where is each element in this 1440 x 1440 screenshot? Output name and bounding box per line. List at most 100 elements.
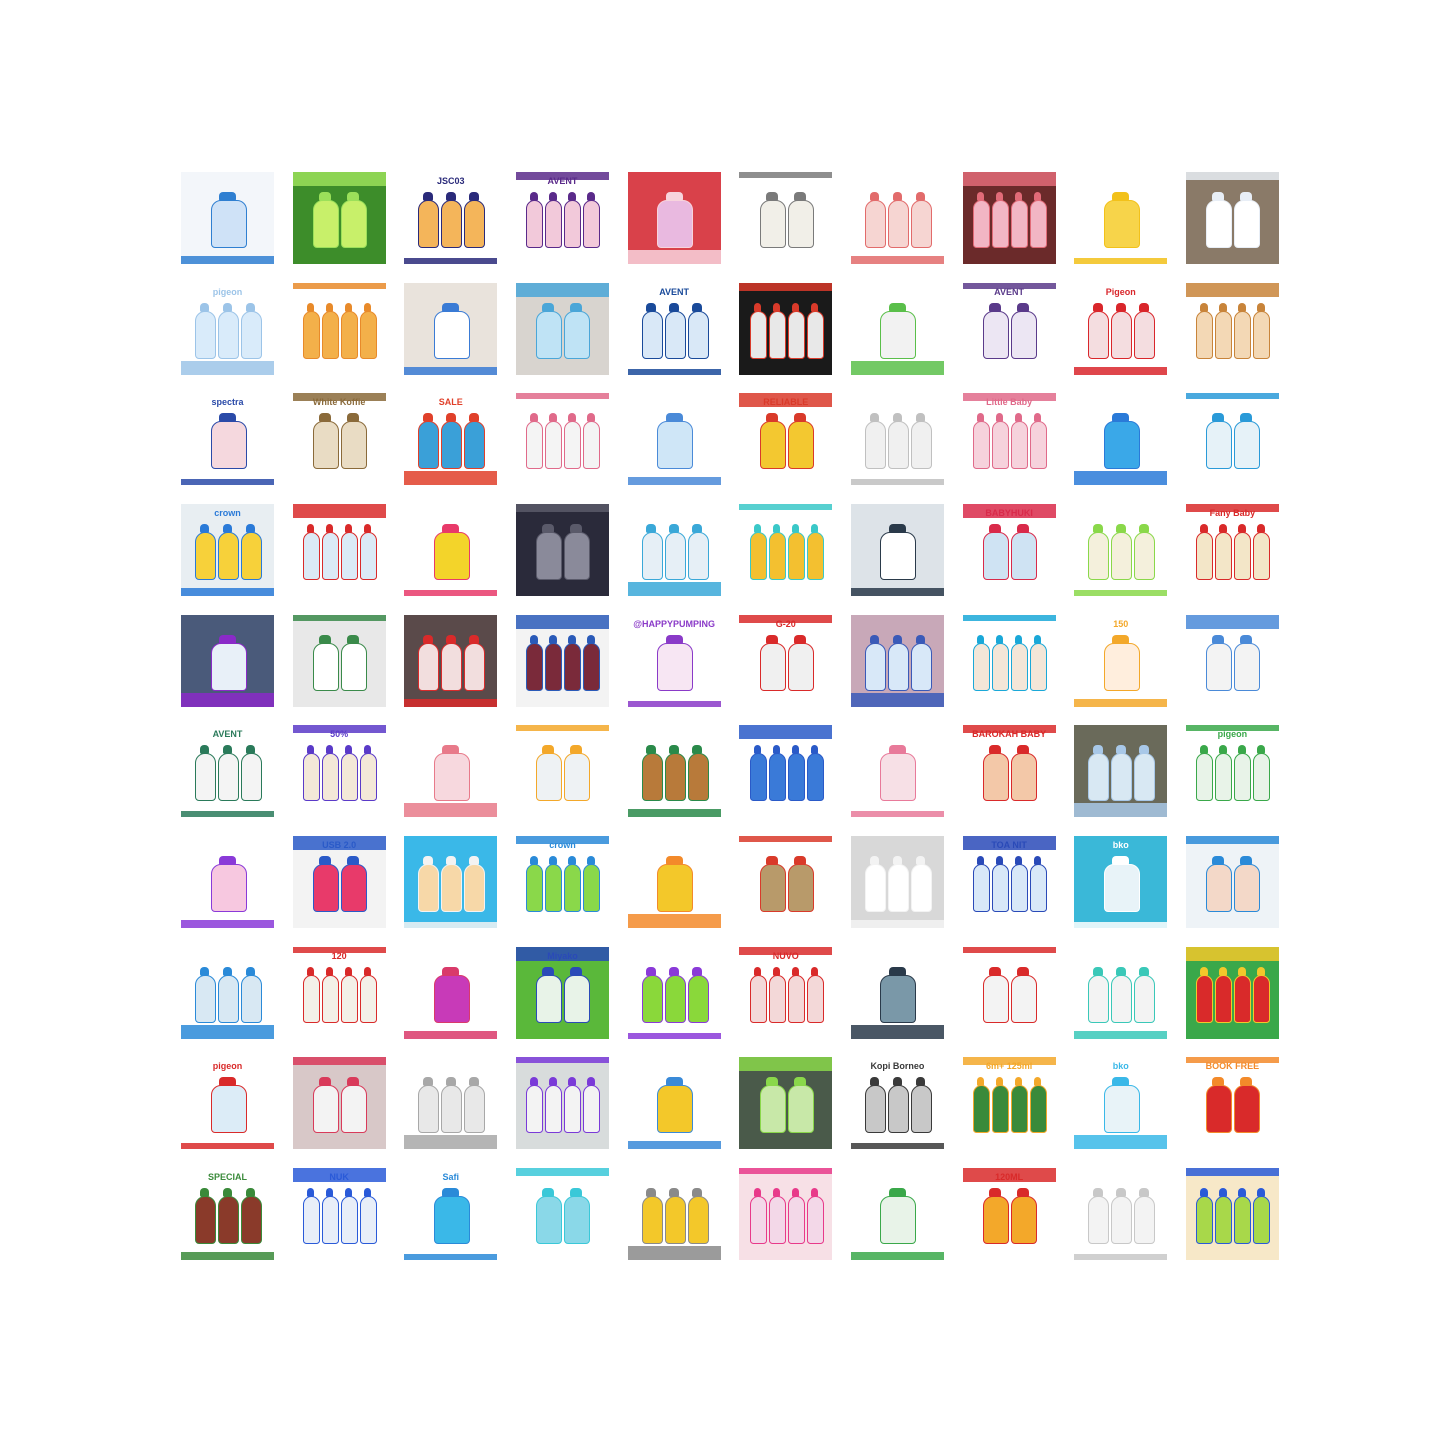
- product-thumbnail[interactable]: [739, 725, 833, 818]
- product-thumbnail[interactable]: [1185, 282, 1279, 375]
- product-thumbnail[interactable]: [515, 614, 609, 707]
- product-thumbnail[interactable]: [181, 946, 274, 1039]
- product-thumbnail[interactable]: Kopi Borneo: [850, 1057, 944, 1150]
- product-thumbnail[interactable]: [850, 614, 944, 707]
- product-thumbnail[interactable]: [850, 725, 944, 818]
- product-thumbnail[interactable]: [292, 614, 386, 707]
- product-thumbnail[interactable]: [739, 282, 833, 375]
- product-thumbnail[interactable]: Fany Baby: [1185, 503, 1279, 596]
- product-thumbnail[interactable]: @HAPPYPUMPING: [627, 614, 721, 707]
- product-thumbnail[interactable]: [515, 725, 609, 818]
- product-thumbnail[interactable]: [739, 1167, 833, 1260]
- product-thumbnail[interactable]: pigeon: [181, 282, 274, 375]
- product-thumbnail[interactable]: 120: [292, 946, 386, 1039]
- product-thumbnail[interactable]: [292, 1057, 386, 1150]
- product-thumbnail[interactable]: [850, 1167, 944, 1260]
- product-thumbnail[interactable]: [1074, 503, 1168, 596]
- product-thumbnail[interactable]: crown: [181, 503, 274, 596]
- product-thumbnail[interactable]: [404, 946, 498, 1039]
- product-thumbnail[interactable]: BABYHUKI: [962, 503, 1056, 596]
- product-thumbnail[interactable]: [181, 835, 274, 928]
- product-thumbnail[interactable]: [515, 282, 609, 375]
- product-thumbnail[interactable]: [739, 503, 833, 596]
- product-thumbnail[interactable]: [292, 282, 386, 375]
- product-thumbnail[interactable]: 6m+ 125ml: [962, 1057, 1056, 1150]
- product-thumbnail[interactable]: 150: [1074, 614, 1168, 707]
- product-thumbnail[interactable]: [850, 835, 944, 928]
- product-thumbnail[interactable]: pigeon: [181, 1057, 274, 1150]
- product-thumbnail[interactable]: AVENT: [181, 725, 274, 818]
- product-thumbnail[interactable]: [627, 172, 721, 264]
- product-thumbnail[interactable]: [962, 946, 1056, 1039]
- product-thumbnail[interactable]: AVENT: [962, 282, 1056, 375]
- product-thumbnail[interactable]: [739, 835, 833, 928]
- product-thumbnail[interactable]: [1185, 1167, 1279, 1260]
- product-thumbnail[interactable]: bko: [1074, 1057, 1168, 1150]
- product-thumbnail[interactable]: [1074, 725, 1168, 818]
- product-thumbnail[interactable]: G-20: [739, 614, 833, 707]
- product-thumbnail[interactable]: [850, 172, 944, 264]
- product-thumbnail[interactable]: [850, 946, 944, 1039]
- product-thumbnail[interactable]: White Koffie: [292, 393, 386, 486]
- product-thumbnail[interactable]: [739, 1057, 833, 1150]
- product-thumbnail[interactable]: [181, 614, 274, 707]
- product-thumbnail[interactable]: crown: [515, 835, 609, 928]
- product-thumbnail[interactable]: BAROKAH BABY: [962, 725, 1056, 818]
- product-thumbnail[interactable]: [1185, 172, 1279, 264]
- product-thumbnail[interactable]: [515, 1057, 609, 1150]
- product-thumbnail[interactable]: AVENT: [627, 282, 721, 375]
- product-thumbnail[interactable]: [292, 503, 386, 596]
- product-thumbnail[interactable]: [627, 946, 721, 1039]
- product-thumbnail[interactable]: [292, 172, 386, 264]
- product-thumbnail[interactable]: USB 2.0: [292, 835, 386, 928]
- product-thumbnail[interactable]: [850, 393, 944, 486]
- product-thumbnail[interactable]: [850, 503, 944, 596]
- product-thumbnail[interactable]: Miyako: [515, 946, 609, 1039]
- product-thumbnail[interactable]: [1074, 393, 1168, 486]
- product-thumbnail[interactable]: BOOK FREE: [1185, 1057, 1279, 1150]
- product-thumbnail[interactable]: TOA NIT: [962, 835, 1056, 928]
- product-thumbnail[interactable]: [627, 393, 721, 486]
- product-thumbnail[interactable]: Pigeon: [1074, 282, 1168, 375]
- product-thumbnail[interactable]: [1074, 1167, 1168, 1260]
- product-thumbnail[interactable]: [1074, 946, 1168, 1039]
- product-thumbnail[interactable]: [1185, 835, 1279, 928]
- product-thumbnail[interactable]: RELIABLE: [739, 393, 833, 486]
- product-thumbnail[interactable]: [404, 282, 498, 375]
- product-thumbnail[interactable]: [404, 1057, 498, 1150]
- product-thumbnail[interactable]: 120ML: [962, 1167, 1056, 1260]
- product-thumbnail[interactable]: [1185, 614, 1279, 707]
- product-thumbnail[interactable]: [181, 172, 274, 264]
- product-thumbnail[interactable]: [627, 725, 721, 818]
- product-thumbnail[interactable]: [627, 1057, 721, 1150]
- product-thumbnail[interactable]: [515, 1167, 609, 1260]
- product-thumbnail[interactable]: [1074, 172, 1168, 264]
- product-thumbnail[interactable]: [404, 835, 498, 928]
- product-thumbnail[interactable]: [739, 172, 833, 264]
- product-thumbnail[interactable]: [515, 503, 609, 596]
- product-thumbnail[interactable]: [404, 725, 498, 818]
- product-thumbnail[interactable]: [1185, 393, 1279, 486]
- product-thumbnail[interactable]: pigeon: [1185, 725, 1279, 818]
- product-thumbnail[interactable]: [962, 172, 1056, 264]
- product-thumbnail[interactable]: JSC03: [404, 172, 498, 264]
- product-thumbnail[interactable]: [404, 614, 498, 707]
- product-thumbnail[interactable]: [1185, 946, 1279, 1039]
- product-thumbnail[interactable]: AVENT: [515, 172, 609, 264]
- product-thumbnail[interactable]: bko: [1074, 835, 1168, 928]
- product-thumbnail[interactable]: spectra: [181, 393, 274, 486]
- product-thumbnail[interactable]: Safi: [404, 1167, 498, 1260]
- product-thumbnail[interactable]: Little Baby: [962, 393, 1056, 486]
- product-thumbnail[interactable]: [627, 503, 721, 596]
- product-thumbnail[interactable]: [515, 393, 609, 486]
- product-thumbnail[interactable]: [627, 1167, 721, 1260]
- product-thumbnail[interactable]: SPECIAL: [181, 1167, 274, 1260]
- product-thumbnail[interactable]: NUVO: [739, 946, 833, 1039]
- product-thumbnail[interactable]: 50%: [292, 725, 386, 818]
- product-thumbnail[interactable]: [850, 282, 944, 375]
- product-thumbnail[interactable]: [962, 614, 1056, 707]
- product-thumbnail[interactable]: SALE: [404, 393, 498, 486]
- product-thumbnail[interactable]: NUK: [292, 1167, 386, 1260]
- product-thumbnail[interactable]: [404, 503, 498, 596]
- product-thumbnail[interactable]: [627, 835, 721, 928]
